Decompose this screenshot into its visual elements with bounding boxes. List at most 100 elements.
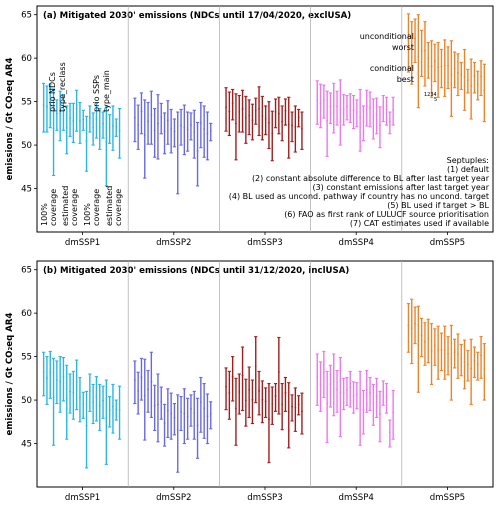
annotation-estimated-1: estimated bbox=[61, 186, 70, 226]
range-bar-marker bbox=[118, 409, 121, 411]
range-bar-marker bbox=[336, 105, 338, 108]
range-bar-marker bbox=[137, 390, 140, 392]
y-tick-label: 60 bbox=[21, 309, 32, 319]
range-bar-marker bbox=[258, 390, 260, 392]
range-bar-marker bbox=[199, 121, 202, 124]
range-bar-marker bbox=[420, 50, 423, 52]
range-bar-marker bbox=[450, 358, 453, 360]
panel-b-title: (b) Mitigated 2030' emissions (NDCs unti… bbox=[43, 266, 349, 276]
range-bar-marker bbox=[332, 380, 335, 383]
annotation-coverage-4: coverage bbox=[114, 189, 123, 226]
septuple-4: (4) BL used as uncond. pathway if countr… bbox=[229, 192, 489, 201]
range-bar-marker bbox=[235, 407, 237, 410]
range-bar-marker bbox=[274, 395, 277, 397]
range-bar-marker bbox=[112, 125, 114, 127]
range-bar-marker bbox=[476, 363, 479, 366]
range-bar-marker bbox=[346, 105, 348, 108]
range-bar-marker bbox=[147, 388, 149, 391]
range-bar-marker bbox=[69, 117, 71, 120]
range-bar-marker bbox=[271, 402, 274, 405]
range-bar-marker bbox=[369, 391, 371, 394]
range-bar-marker bbox=[258, 107, 260, 110]
range-bar-marker bbox=[339, 392, 342, 394]
range-bar-marker bbox=[427, 57, 430, 60]
range-bar-marker bbox=[251, 398, 254, 401]
range-bar-marker bbox=[336, 388, 338, 391]
annotation-type-reclass: type_reclass bbox=[58, 62, 67, 112]
range-bar-marker bbox=[193, 130, 196, 133]
range-bar-marker bbox=[170, 412, 173, 415]
range-bar-marker bbox=[46, 105, 48, 108]
range-bar-marker bbox=[105, 141, 108, 143]
y-tick-label: 60 bbox=[21, 54, 32, 64]
range-bar-marker bbox=[414, 37, 416, 40]
range-bar-marker bbox=[52, 396, 55, 399]
range-bar-marker bbox=[150, 380, 153, 383]
annotation-prio-ssps: prio SSPs bbox=[92, 75, 101, 112]
range-bar-marker bbox=[183, 412, 186, 415]
y-tick-label: 65 bbox=[21, 266, 32, 276]
x-tick-label: dmSSP2 bbox=[156, 238, 191, 248]
range-bar-marker bbox=[102, 399, 104, 402]
range-bar-marker bbox=[410, 327, 413, 330]
range-bar-marker bbox=[108, 126, 111, 129]
range-bar-marker bbox=[72, 120, 75, 122]
range-bar-marker bbox=[410, 48, 413, 51]
range-bar-marker bbox=[392, 108, 395, 111]
x-tick-label: dmSSP4 bbox=[339, 238, 374, 248]
range-bar-marker bbox=[457, 353, 459, 355]
y-tick-label: 65 bbox=[21, 11, 32, 21]
range-bar-marker bbox=[186, 128, 189, 131]
septuple-6: (6) FAO as first rank of LULUCF source p… bbox=[284, 210, 489, 219]
range-bar-marker bbox=[153, 404, 156, 407]
range-bar-marker bbox=[382, 106, 385, 109]
range-bar-marker bbox=[98, 126, 101, 128]
range-bar-marker bbox=[297, 403, 300, 406]
range-bar-marker bbox=[133, 379, 136, 382]
range-bar-marker bbox=[55, 112, 58, 115]
range-bar-marker bbox=[355, 111, 358, 113]
range-bar-marker bbox=[209, 130, 212, 133]
range-bar-marker bbox=[466, 79, 469, 81]
range-bar-marker bbox=[301, 410, 303, 413]
panel-b-separators bbox=[127, 261, 403, 487]
range-bar-marker bbox=[427, 337, 430, 340]
range-bar-marker bbox=[206, 415, 209, 418]
range-bar-marker bbox=[150, 114, 153, 116]
range-bar-marker bbox=[339, 108, 342, 111]
panel-a-title: (a) Mitigated 2030' emissions (NDCs unti… bbox=[43, 11, 351, 21]
range-bar-marker bbox=[322, 371, 325, 374]
range-bar-marker bbox=[385, 395, 388, 398]
range-bar-marker bbox=[65, 397, 68, 400]
range-bar-marker bbox=[352, 395, 355, 397]
range-bar-marker bbox=[88, 116, 91, 119]
range-bar-marker bbox=[199, 401, 202, 404]
range-bar-marker bbox=[143, 394, 146, 397]
range-bar-marker bbox=[186, 415, 189, 418]
y-tick-label: 55 bbox=[21, 98, 32, 108]
range-bar-marker bbox=[241, 374, 244, 377]
range-bar-marker bbox=[59, 112, 62, 115]
range-bar-marker bbox=[316, 99, 319, 102]
annotation-conditional: conditional bbox=[370, 64, 414, 73]
range-bar-marker bbox=[108, 409, 111, 412]
annotation-best: best bbox=[397, 75, 414, 84]
annotation-estimated-2: estimated bbox=[105, 186, 114, 226]
range-bar-marker bbox=[466, 363, 469, 366]
range-bar-marker bbox=[329, 105, 332, 108]
range-bar-marker bbox=[274, 111, 277, 113]
annotation-coverage-3: coverage bbox=[92, 189, 101, 226]
range-bar-marker bbox=[322, 99, 325, 101]
range-bar-marker bbox=[294, 406, 297, 409]
range-bar-marker bbox=[137, 124, 140, 126]
range-bar-marker bbox=[440, 65, 443, 68]
range-bar-marker bbox=[82, 403, 85, 405]
range-bar-marker bbox=[180, 124, 182, 127]
panel-a-xticks: dmSSP1 dmSSP2 dmSSP3 dmSSP4 dmSSP5 bbox=[65, 232, 465, 248]
range-bar-marker bbox=[407, 324, 410, 327]
range-bar-marker bbox=[176, 428, 179, 431]
range-bar-marker bbox=[291, 124, 293, 127]
range-bar-marker bbox=[342, 107, 345, 110]
range-bar-marker bbox=[483, 89, 486, 91]
range-bar-marker bbox=[251, 119, 254, 122]
